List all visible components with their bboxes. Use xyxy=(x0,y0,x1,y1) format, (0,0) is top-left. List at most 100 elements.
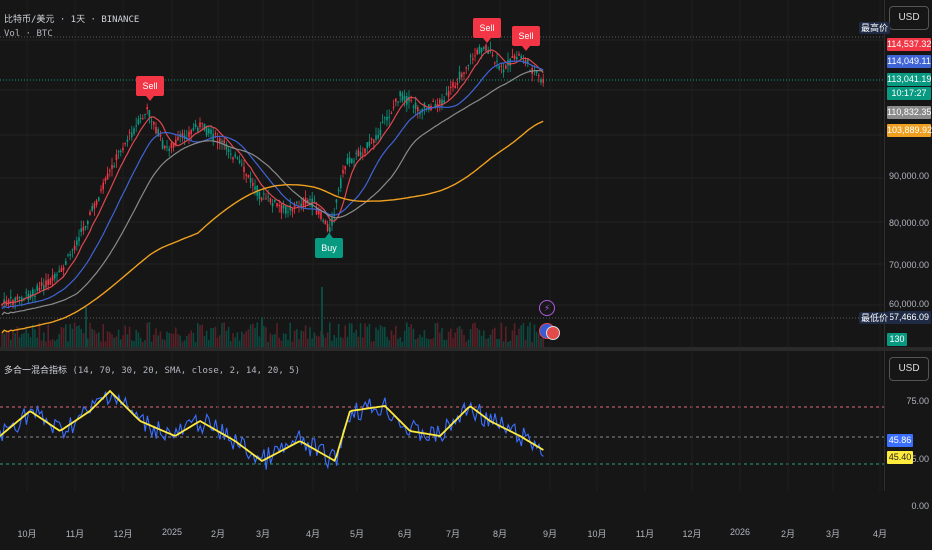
candle-body xyxy=(155,126,157,134)
oscillator-title: 多合一混合指标 xyxy=(4,366,68,376)
volume-bar xyxy=(337,323,340,347)
candle-body xyxy=(10,296,12,299)
candle-body xyxy=(498,65,500,70)
candle-body xyxy=(249,177,252,183)
volume-bar xyxy=(408,326,410,347)
candle-body xyxy=(502,69,505,73)
osc-tick: 0.00 xyxy=(911,501,929,511)
candle-body xyxy=(485,44,487,51)
price-axis[interactable]: USD 90,000.00 80,000.00 70,000.00 60,000… xyxy=(884,0,932,347)
symbol-legend[interactable]: 比特币/美元 · 1天 · BINANCE xyxy=(4,12,139,25)
oscillator-axis[interactable]: USD 75.00 25.00 0.00 45.86 45.40 xyxy=(884,351,932,511)
volume-bar xyxy=(540,338,542,347)
volume-bar xyxy=(410,324,412,347)
candle-body xyxy=(271,203,274,207)
volume-bar xyxy=(135,329,137,347)
candle-body xyxy=(269,198,272,203)
candle-body xyxy=(326,224,329,232)
currency-button[interactable]: USD xyxy=(889,6,929,30)
candle-body xyxy=(355,152,357,154)
candle-body xyxy=(16,296,19,300)
candle-body xyxy=(386,116,388,121)
candle-body xyxy=(399,91,401,97)
volume-bar xyxy=(489,334,492,347)
volume-bar xyxy=(300,330,302,347)
oscillator-pane[interactable]: 多合一混合指标 (14, 70, 30, 20, SMA, close, 2, … xyxy=(0,351,884,491)
time-label: 11月 xyxy=(635,529,655,539)
volume-bar xyxy=(282,333,285,347)
volume-bar xyxy=(144,340,146,347)
time-axis[interactable]: 10月 11月 12月 2025 2月 3月 4月 5月 6月 7月 8月 9月 10月 11月 12月 20… xyxy=(0,507,887,550)
candle-body xyxy=(452,82,454,87)
candle-body xyxy=(505,65,507,69)
candle-body xyxy=(469,55,472,57)
volume-bar xyxy=(344,325,346,347)
candle-body xyxy=(230,153,232,155)
volume-bar xyxy=(71,328,74,347)
volume-legend[interactable]: Vol · BTC xyxy=(4,29,53,39)
volume-bar xyxy=(170,333,173,347)
candle-body xyxy=(234,154,236,157)
economic-event-icon[interactable] xyxy=(546,326,560,340)
volume-bar xyxy=(183,340,186,347)
candle-body xyxy=(267,196,269,198)
volume-bar xyxy=(315,335,318,347)
candle-body xyxy=(313,201,316,203)
pane-separator[interactable] xyxy=(0,347,932,351)
candle-body xyxy=(434,104,437,108)
volume-bar xyxy=(85,307,87,347)
candle-body xyxy=(168,148,170,151)
volume-bar xyxy=(447,331,450,347)
candle-body xyxy=(447,91,450,97)
volume-bar xyxy=(60,326,63,347)
volume-bar xyxy=(289,322,291,347)
candle-body xyxy=(335,199,338,203)
lightning-event-icon[interactable]: ⚡ xyxy=(539,300,555,316)
candle-body xyxy=(216,140,219,143)
volume-bar xyxy=(403,330,406,347)
oscillator-currency-button[interactable]: USD xyxy=(889,357,929,381)
volume-bar xyxy=(423,330,426,347)
volume-bar xyxy=(375,327,377,347)
price-chart-canvas[interactable] xyxy=(0,0,884,347)
candle-body xyxy=(474,55,476,57)
volume-bar xyxy=(304,325,307,347)
volume-bar xyxy=(234,337,236,347)
volume-bar xyxy=(78,325,80,347)
candle-body xyxy=(384,117,386,119)
volume-bar xyxy=(414,339,417,347)
volume-bar xyxy=(131,340,133,347)
candle-body xyxy=(25,291,27,293)
candle-body xyxy=(190,130,192,135)
candle-body xyxy=(60,268,63,272)
time-label: 12月 xyxy=(682,529,702,539)
candle-body xyxy=(65,261,67,265)
volume-bar xyxy=(276,323,278,347)
volume-bar xyxy=(91,328,93,347)
candle-body xyxy=(221,140,223,143)
price-chart-pane[interactable]: 比特币/美元 · 1天 · BINANCE Vol · BTC Sell Sel… xyxy=(0,0,884,347)
volume-bar xyxy=(23,332,25,347)
volume-bar xyxy=(384,326,386,347)
ema-blue-tag: 114,049.11 xyxy=(887,55,931,68)
volume-bar xyxy=(357,336,360,347)
volume-bar xyxy=(443,339,445,347)
volume-bar xyxy=(441,328,443,347)
candle-body xyxy=(142,118,144,120)
candle-body xyxy=(21,297,23,302)
candle-body xyxy=(461,73,463,77)
volume-bar xyxy=(285,333,287,347)
volume-bar xyxy=(419,334,421,347)
oscillator-canvas[interactable] xyxy=(0,351,884,491)
candle-body xyxy=(40,282,43,286)
volume-bar xyxy=(321,287,323,347)
volume-bar xyxy=(432,338,434,347)
candle-body xyxy=(238,160,241,163)
low-price-tag: 57,466.09 xyxy=(887,311,931,324)
candle-body xyxy=(199,122,201,128)
oscillator-legend[interactable]: 多合一混合指标 (14, 70, 30, 20, SMA, close, 2, … xyxy=(4,363,300,376)
time-label: 12月 xyxy=(113,529,133,539)
volume-bar xyxy=(181,341,184,347)
price-tick: 90,000.00 xyxy=(888,171,929,181)
candle-body xyxy=(225,144,228,150)
